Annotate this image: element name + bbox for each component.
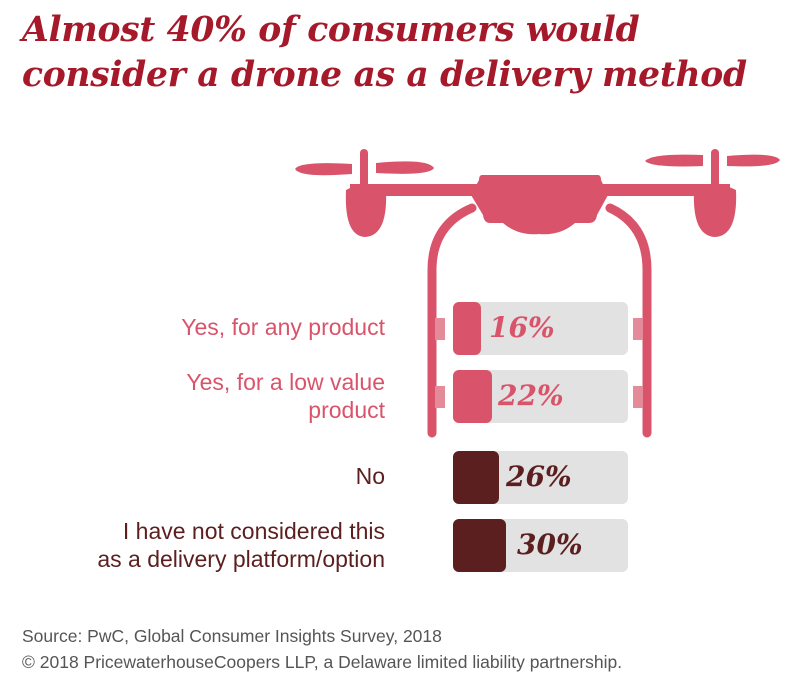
value-label: 16% <box>489 311 555 344</box>
right-motor-pod <box>693 185 737 237</box>
chart-title: Almost 40% of consumers would consider a… <box>22 8 747 98</box>
left-motor-pod <box>345 185 387 237</box>
gear-tab <box>435 318 445 340</box>
title-line-2: consider a drone as a delivery method <box>22 55 747 95</box>
bar-label-yes-low-value: Yes, for a low value product <box>186 369 385 423</box>
right-propeller-blade <box>727 154 780 167</box>
drone-body <box>471 175 608 235</box>
bar-label-no: No <box>355 463 385 489</box>
value-label: 26% <box>506 460 572 493</box>
bar-fill-no <box>453 451 499 504</box>
left-propeller-blade <box>295 163 352 176</box>
bar-fill-yes-low-value <box>453 370 492 423</box>
bar-label-not-considered: I have not considered this as a delivery … <box>97 518 385 572</box>
bar-fill-yes-any <box>453 302 481 355</box>
source-note: Source: PwC, Global Consumer Insights Su… <box>22 626 442 646</box>
left-propeller-post <box>360 149 368 189</box>
bar-track: 26% <box>453 451 628 504</box>
bar-label-yes-any: Yes, for any product <box>181 314 385 340</box>
landing-gear <box>427 203 652 438</box>
bar-track: 16% <box>453 302 628 355</box>
copyright-note: © 2018 PricewaterhouseCoopers LLP, a Del… <box>22 652 623 672</box>
gear-tab <box>633 386 643 408</box>
title-line-1: Almost 40% of consumers would <box>22 10 640 50</box>
right-propeller-blade <box>645 154 703 167</box>
gear-tab <box>633 318 643 340</box>
right-propeller-post <box>711 149 719 189</box>
value-label: 22% <box>498 379 564 412</box>
left-propeller-blade <box>376 161 434 174</box>
bar-track: 30% <box>453 519 628 572</box>
bar-track: 22% <box>453 370 628 423</box>
value-label: 30% <box>517 528 583 561</box>
bar-fill-not-considered <box>453 519 506 572</box>
gear-tab <box>435 386 445 408</box>
